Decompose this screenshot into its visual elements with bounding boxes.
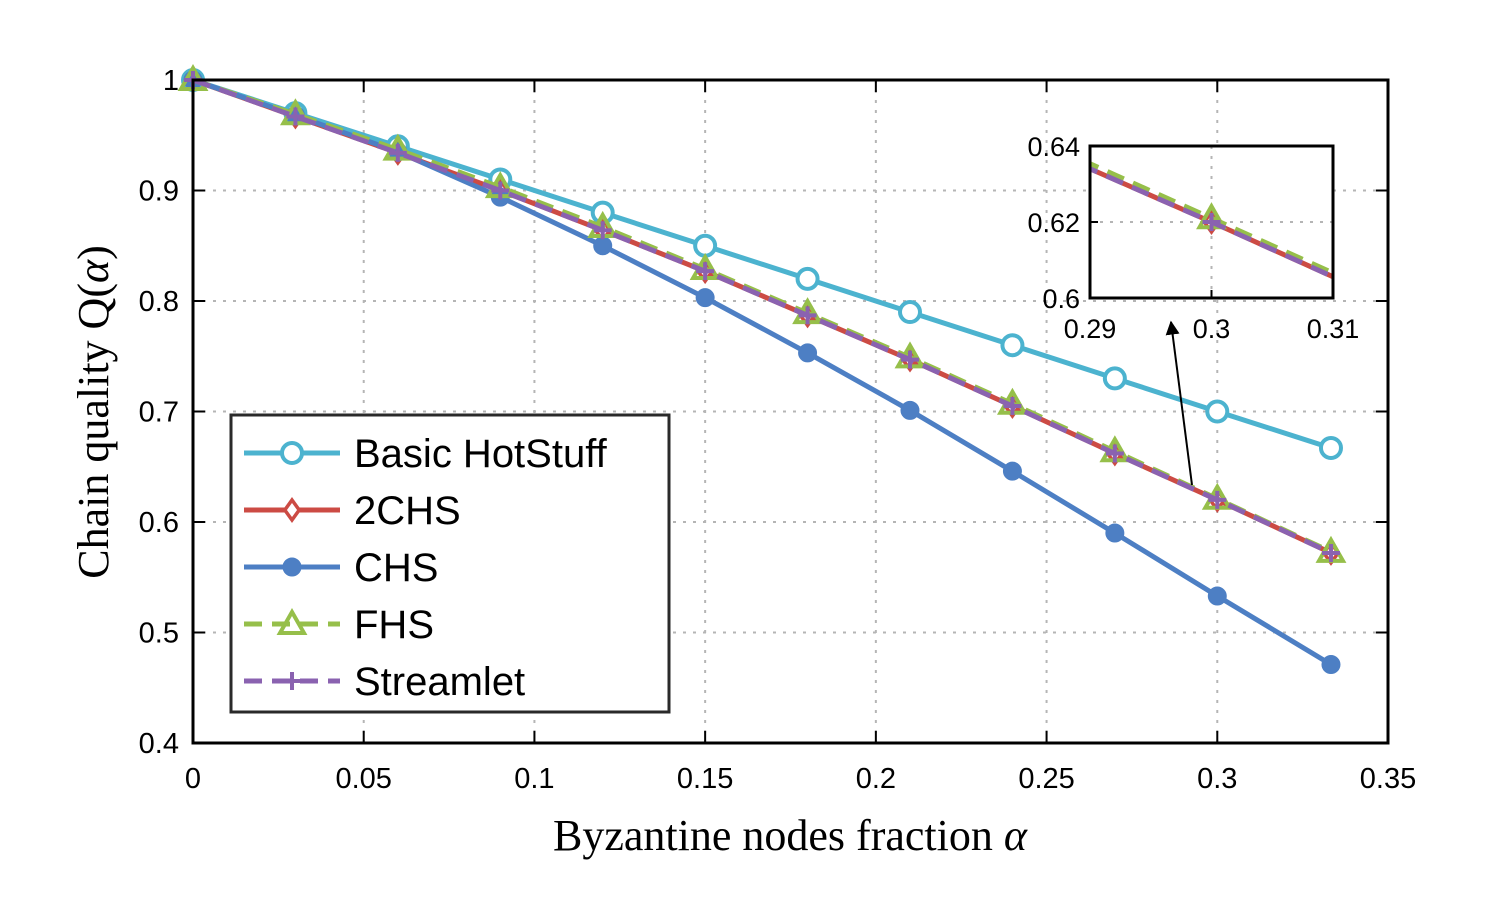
zoom-arrow [1165, 320, 1193, 486]
data-point-marker [693, 233, 718, 258]
data-point-marker [1208, 490, 1227, 509]
x-tick-label: 0 [185, 763, 201, 795]
x-tick-label: 0.15 [677, 763, 733, 795]
data-point-marker [276, 607, 308, 635]
inset-series-group [1090, 160, 1333, 280]
data-point-marker [388, 143, 407, 162]
data-point-marker [901, 350, 919, 369]
inset-y-tick-label: 0.62 [1027, 208, 1080, 238]
y-tick-label: 0.9 [139, 176, 179, 208]
inset-plot: 0.29 0.3 0.31 0.6 0.62 0.64 [1027, 132, 1360, 344]
legend-box [229, 413, 671, 714]
inset-x-tick-labels: 0.29 0.3 0.31 [1064, 314, 1360, 344]
data-point-marker [286, 107, 305, 126]
data-point-marker [593, 221, 612, 240]
y-tick-label: 0.5 [139, 618, 179, 650]
y-tick-labels: 0.4 0.5 0.6 0.7 0.8 0.9 1 [139, 65, 179, 760]
x-axis-label: Byzantine nodes fraction α [553, 811, 1028, 860]
data-point-marker [695, 288, 715, 308]
data-point-marker [1105, 444, 1124, 463]
data-point-marker [1003, 396, 1022, 415]
data-point-marker [282, 557, 302, 577]
legend-item-streamlet: Streamlet [244, 660, 525, 704]
legend-label: Streamlet [354, 660, 525, 704]
data-point-marker [900, 400, 920, 420]
y-tick-label: 0.6 [139, 507, 179, 539]
inset-series-streamlet [1090, 166, 1333, 280]
series-line [192, 77, 1332, 451]
inset-x-tick-label: 0.29 [1064, 314, 1117, 344]
legend: Basic HotStuff 2CHS CHS FHS Streamlet [229, 413, 671, 714]
data-point-marker [1202, 213, 1221, 231]
x-tick-label: 0.05 [335, 763, 391, 795]
data-point-marker [696, 262, 715, 281]
data-point-marker [1002, 461, 1022, 481]
legend-item-2chs: 2CHS [244, 489, 461, 533]
data-point-marker [1102, 366, 1127, 391]
legend-item-fhs: FHS [244, 603, 434, 647]
legend-label: FHS [354, 603, 434, 647]
data-point-marker [1000, 333, 1025, 358]
tick-marks [192, 79, 1389, 744]
inset-x-tick-label: 0.31 [1307, 314, 1360, 344]
x-tick-label: 0.3 [1197, 763, 1237, 795]
legend-label: CHS [354, 546, 438, 590]
data-point-marker [1318, 435, 1343, 460]
data-point-marker [282, 497, 302, 523]
y-tick-label: 0.4 [139, 728, 179, 760]
legend-label: Basic HotStuff [354, 432, 608, 476]
series-group [177, 63, 1347, 675]
inset-y-tick-label: 0.6 [1042, 284, 1080, 314]
inset-tick-marks [1089, 145, 1334, 299]
x-tick-label: 0.25 [1018, 763, 1074, 795]
data-point-marker [1105, 523, 1125, 543]
data-point-marker [280, 441, 304, 465]
data-point-marker [491, 181, 510, 200]
legend-item-basic-hotstuff: Basic HotStuff [244, 432, 608, 476]
x-tick-label: 0.1 [514, 763, 554, 795]
x-tick-label: 0.35 [1360, 763, 1416, 795]
data-point-marker [795, 266, 820, 291]
data-point-marker [898, 300, 922, 325]
data-point-marker [1205, 399, 1230, 424]
data-point-marker [1321, 543, 1340, 562]
legend-label: 2CHS [354, 489, 461, 533]
data-point-marker [1321, 655, 1341, 675]
y-tick-label: 0.8 [139, 286, 179, 318]
x-tick-labels: 0 0.05 0.1 0.15 0.2 0.25 0.3 0.35 [185, 763, 1416, 795]
data-point-marker [1207, 586, 1227, 606]
x-tick-label: 0.2 [856, 763, 896, 795]
data-point-marker [798, 343, 818, 363]
y-tick-label: 0.7 [139, 397, 179, 429]
y-axis-label: Chain quality Q(α) [69, 245, 118, 579]
data-point-marker [593, 236, 613, 256]
inset-x-tick-label: 0.3 [1193, 314, 1231, 344]
inset-y-tick-labels: 0.6 0.62 0.64 [1027, 132, 1080, 314]
y-tick-label: 1 [163, 65, 179, 97]
data-point-marker [283, 672, 301, 690]
inset-y-tick-label: 0.64 [1027, 132, 1080, 162]
series-line [192, 77, 1333, 556]
data-point-marker [798, 306, 817, 325]
legend-item-chs: CHS [244, 546, 438, 590]
